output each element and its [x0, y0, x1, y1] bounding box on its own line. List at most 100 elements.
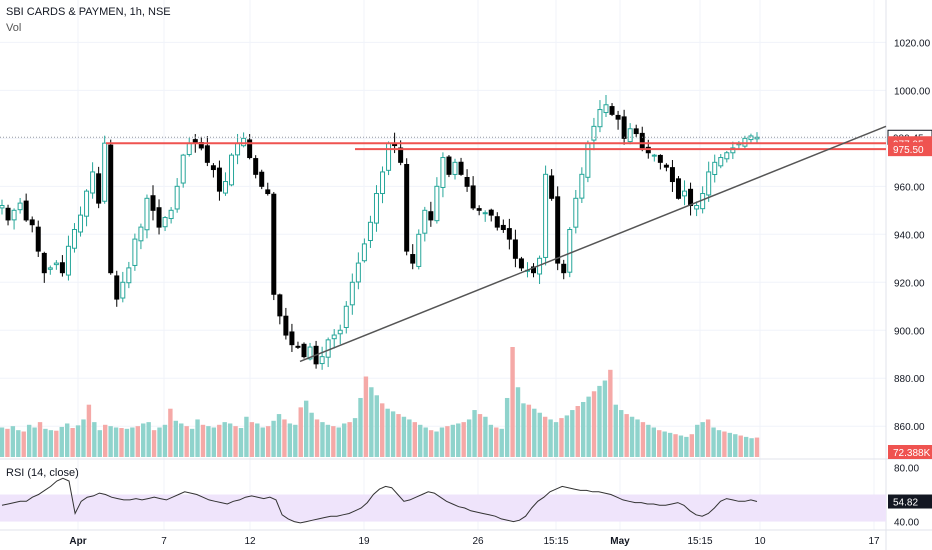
candle-body: [283, 315, 289, 336]
volume-bar: [227, 423, 233, 457]
candle-body: [241, 137, 247, 147]
volume-bar: [483, 416, 488, 457]
candle-body: [222, 181, 228, 194]
candle-body: [724, 152, 730, 160]
volume-bar: [499, 428, 504, 457]
candle-body: [675, 178, 681, 199]
price-tick-label: 1000.00: [894, 86, 931, 97]
volume-bar: [657, 430, 662, 457]
volume-bar: [331, 426, 336, 457]
price-tick-label: 960.00: [894, 182, 925, 193]
volume-bar: [575, 406, 580, 457]
candle-body: [138, 226, 144, 242]
candle-body: [17, 202, 23, 211]
candle-body: [271, 193, 277, 295]
volume-bar: [320, 422, 325, 457]
candle-body: [162, 217, 168, 228]
volume-bar: [466, 419, 472, 457]
candle-body: [742, 137, 748, 147]
volume-bar: [119, 428, 124, 457]
volume-bar: [113, 427, 119, 457]
volume-label: Vol: [6, 22, 22, 34]
rsi-label: RSI (14, close): [6, 467, 79, 479]
candle-body: [78, 214, 84, 233]
candle-body: [96, 173, 102, 204]
trendline[interactable]: [299, 125, 887, 363]
candle-body: [657, 154, 663, 163]
volume-bar: [184, 426, 189, 457]
candle-body: [216, 167, 222, 192]
volume-bar: [75, 425, 81, 457]
volume-bar: [695, 424, 700, 457]
volume-bar: [608, 369, 613, 457]
volume-bar: [412, 422, 418, 457]
price-tick-label: 860.00: [894, 422, 925, 433]
volume-bar: [293, 424, 298, 457]
candle-body: [29, 219, 35, 226]
candle-body: [688, 188, 694, 207]
volume-bar: [341, 423, 347, 457]
volume-bars: [0, 347, 760, 457]
time-axis: Apr 7 12 19 26 15:15 May 15:15 10 17: [69, 536, 880, 547]
candle-body: [301, 343, 307, 358]
candle-body: [603, 104, 609, 114]
volume-bar: [646, 424, 651, 457]
candle-body: [555, 196, 561, 264]
volume-value-label: 72.388K: [893, 448, 931, 459]
volume-bar: [325, 424, 331, 457]
candle-body: [47, 267, 53, 270]
volume-bar: [619, 410, 624, 457]
candle-body: [229, 154, 235, 186]
candle-body: [458, 161, 464, 175]
volume-bar: [21, 431, 26, 457]
time-tick-label: 7: [161, 536, 167, 547]
candle-body: [633, 128, 639, 135]
volume-bar: [244, 416, 249, 457]
volume-bar: [580, 402, 586, 457]
price-tick-label: 940.00: [894, 230, 925, 241]
volume-bar: [303, 400, 309, 457]
volume-bar: [711, 427, 716, 457]
rsi-tick-label: 80.00: [894, 463, 919, 474]
price-tick-label: 880.00: [894, 374, 925, 385]
volume-bar: [553, 422, 559, 457]
volume-bar: [352, 418, 358, 457]
candle-body: [367, 221, 373, 241]
candle-body: [277, 294, 283, 317]
volume-bar: [97, 430, 102, 457]
candles: [0, 95, 760, 370]
candle-body: [452, 161, 458, 175]
candle-body: [518, 258, 524, 269]
volume-bar: [189, 428, 195, 457]
time-tick-label: 12: [244, 536, 256, 547]
candle-body: [23, 200, 29, 221]
candle-body: [150, 195, 156, 211]
candle-body: [615, 114, 621, 120]
time-tick-label: 19: [358, 536, 370, 547]
volume-bar: [146, 422, 151, 457]
volume-bar: [667, 432, 673, 457]
volume-bar: [103, 424, 108, 457]
volume-bar: [206, 426, 211, 457]
volume-bar: [521, 403, 526, 457]
volume-bar: [510, 347, 515, 457]
volume-bar: [423, 427, 428, 457]
volume-bar: [390, 411, 396, 457]
volume-bar: [314, 419, 320, 457]
level-2-label: 975.50: [893, 145, 924, 156]
candle-body: [35, 226, 41, 252]
volume-bar: [678, 435, 684, 457]
volume-bar: [70, 428, 75, 457]
volume-bar: [597, 385, 602, 457]
candle-body: [41, 252, 47, 274]
candle-body: [446, 156, 452, 175]
candle-body: [573, 197, 579, 228]
candle-body: [549, 175, 555, 199]
volume-bar: [385, 408, 390, 457]
volume-bar: [743, 436, 749, 457]
volume-bar: [298, 407, 303, 457]
volume-bar: [336, 427, 341, 457]
volume-bar: [32, 427, 37, 457]
